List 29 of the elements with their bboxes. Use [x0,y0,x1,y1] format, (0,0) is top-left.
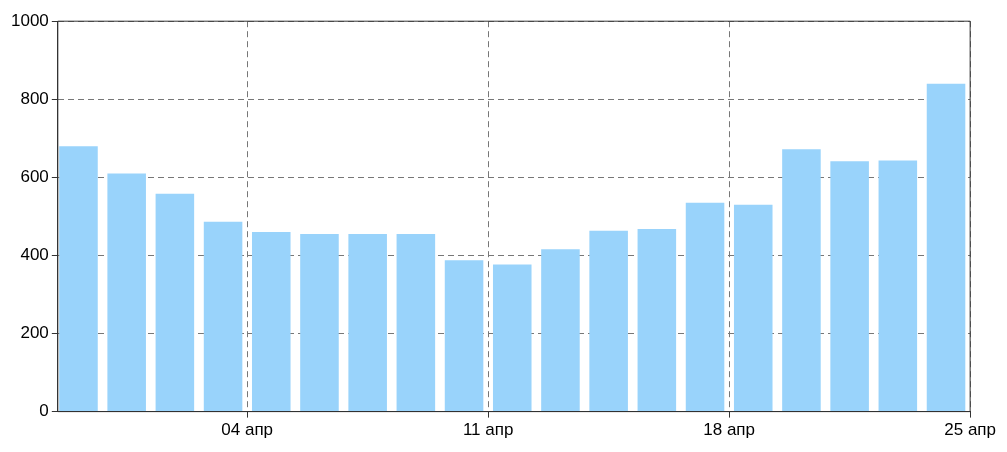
bar [107,173,146,412]
bar [541,249,580,412]
bar [300,233,339,412]
bar [348,233,387,412]
bar [203,221,243,412]
y-tick-label: 200 [20,323,49,343]
bar [685,202,725,412]
bar [444,260,484,412]
y-tick-label: 400 [20,245,49,265]
bar [830,161,869,412]
bar [878,160,918,412]
x-tick-label: 25 апр [944,420,996,440]
bar [396,233,436,412]
bar [589,230,628,412]
x-tick-label: 04 апр [221,420,274,440]
bar [733,204,773,412]
bar [926,83,966,412]
y-tick-label: 800 [20,88,49,108]
x-tick-label: 11 апр [462,420,514,440]
bar [492,264,532,412]
bar [251,232,291,412]
y-tick-label: 600 [20,167,49,187]
y-tick-label: 0 [39,401,49,421]
x-tick-label: 18 апр [703,420,756,440]
bar [59,146,98,412]
bar [782,149,821,412]
bar [637,228,677,412]
y-tick-label: 1000 [10,10,49,30]
bar [155,193,195,412]
